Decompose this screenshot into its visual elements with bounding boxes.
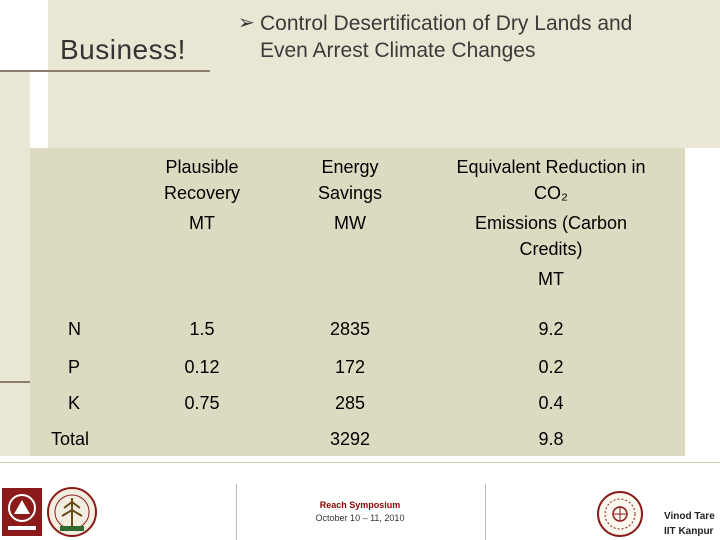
header-co2-unit: MT (538, 269, 564, 289)
arrow-bullet-icon: ➢ (238, 12, 255, 34)
cell-co2-p: 0.2 (538, 357, 564, 377)
university-seal-icon (597, 491, 643, 537)
cell-co2-total: 9.8 (538, 429, 564, 449)
row-label-n: N (68, 319, 81, 339)
header-recovery-line-1: Plausible (165, 157, 239, 177)
header-recovery: Plausible Recovery MT (140, 154, 264, 236)
header-co2-line-3: Emissions (Carbon (474, 213, 628, 233)
author-name: Vinod Tare (664, 511, 715, 522)
header-energy-unit: MW (334, 213, 366, 233)
header-recovery-unit: MT (189, 213, 215, 233)
side-rule (0, 381, 30, 383)
data-table (30, 148, 685, 456)
header-rule (0, 70, 210, 72)
author-affiliation: IIT Kanpur (664, 526, 714, 537)
cell-energy-k: 285 (334, 393, 366, 413)
header-recovery-line-2: Recovery (163, 183, 241, 203)
header-background (48, 0, 720, 148)
footer-separator (0, 462, 720, 463)
header-energy-line-2: Savings (317, 183, 383, 203)
header-co2-line-4: Credits) (519, 239, 583, 259)
cell-energy-n: 2835 (329, 319, 371, 339)
iit-logo-icon (2, 488, 42, 536)
footer-event-box (236, 484, 486, 540)
cell-recovery-p: 0.12 (184, 357, 220, 377)
author-credit: Vinod Tare IIT Kanpur (664, 509, 715, 539)
cell-co2-n: 9.2 (538, 319, 564, 339)
slide-title-line-2: Even Arrest Climate Changes (260, 39, 536, 62)
header-energy-line-1: Energy (321, 157, 379, 177)
slide-title-line-1: Control Desertification of Dry Lands and (260, 12, 633, 35)
row-label-total: Total (51, 429, 90, 449)
footer-event-name: Reach Symposium (319, 500, 401, 510)
header-co2-line-2: CO₂ (534, 183, 568, 203)
cell-energy-total: 3292 (329, 429, 371, 449)
header-co2: Equivalent Reduction in CO₂ Emissions (C… (420, 154, 682, 292)
cell-recovery-n: 1.5 (189, 319, 215, 339)
institute-seal-icon (47, 487, 97, 537)
header-co2-line-1: Equivalent Reduction in (456, 157, 646, 177)
brand-title: Business! (60, 34, 186, 65)
cell-energy-p: 172 (334, 357, 366, 377)
left-accent-bar (0, 70, 30, 456)
row-label-k: K (68, 393, 81, 413)
footer-event-date: October 10 – 11, 2010 (315, 513, 405, 523)
row-label-p: P (68, 357, 81, 377)
cell-co2-k: 0.4 (538, 393, 564, 413)
header-energy: Energy Savings MW (288, 154, 412, 236)
cell-recovery-k: 0.75 (184, 393, 220, 413)
